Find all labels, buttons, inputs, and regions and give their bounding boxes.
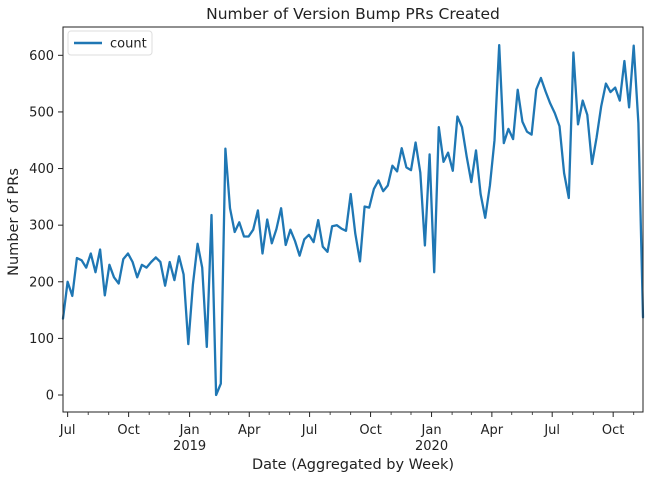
x-tick-label: Jan (179, 423, 200, 438)
x-tick-label: Oct (359, 423, 381, 438)
x-tick-label: Oct (117, 423, 139, 438)
x-tick-label: Jul (543, 423, 560, 438)
series-line-count (61, 43, 645, 397)
y-tick-label: 100 (29, 332, 54, 347)
y-tick-label: 500 (29, 105, 54, 120)
x-tick-label: Apr (238, 423, 261, 438)
y-tick-label: 0 (46, 389, 54, 404)
x-tick-year-label: 2020 (415, 439, 448, 454)
x-tick-label: Oct (602, 423, 624, 438)
y-axis-label: Number of PRs (6, 168, 22, 276)
legend-label-count: count (110, 37, 147, 52)
legend-box (67, 30, 153, 56)
series-lines (61, 43, 645, 397)
chart-title: Number of Version Bump PRs Created (206, 5, 500, 23)
y-tick-label: 400 (29, 162, 54, 177)
y-tick-label: 600 (29, 49, 54, 64)
y-axis-ticks: 0 100 200 300 400 500 600 (29, 49, 63, 404)
x-axis-label: Date (Aggregated by Week) (252, 457, 454, 473)
plot-area-frame (62, 26, 644, 413)
y-tick-label: 200 (29, 275, 54, 290)
legend: count (67, 30, 153, 56)
x-tick-label: Jul (301, 423, 318, 438)
y-tick-label: 300 (29, 219, 54, 234)
x-tick-year-label: 2019 (173, 439, 206, 454)
x-tick-label: Jan (421, 423, 442, 438)
x-tick-label: Apr (481, 423, 504, 438)
x-tick-label: Jul (59, 423, 76, 438)
